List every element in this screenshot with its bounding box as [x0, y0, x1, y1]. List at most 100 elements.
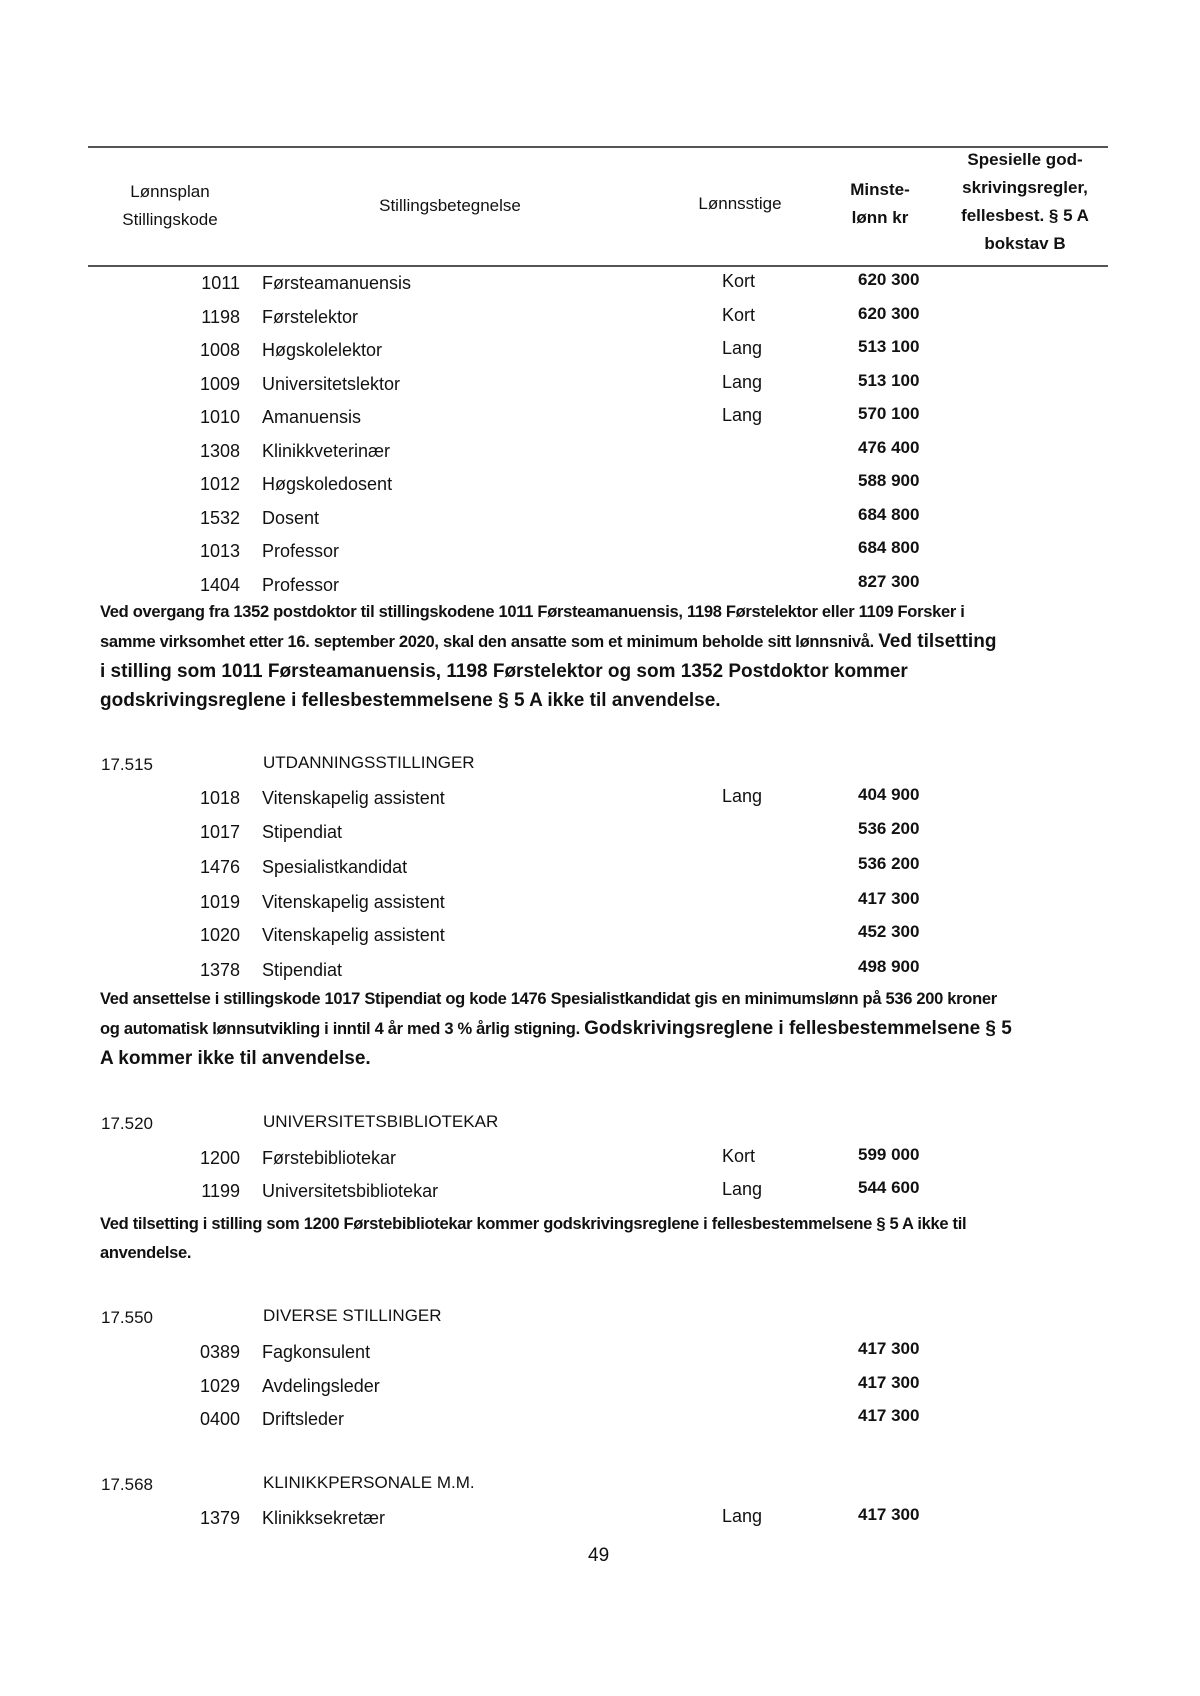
row-ladder: Kort — [722, 304, 756, 325]
row-title: Avdelingsleder — [262, 1376, 380, 1396]
header-code-line1: Lønnsplan — [130, 182, 210, 201]
header-rules-line1: Spesielle god- — [967, 150, 1083, 169]
row-min-salary: 570 100 — [858, 404, 920, 423]
row-code: 1012 — [199, 474, 240, 494]
page-number: 49 — [588, 1545, 610, 1566]
row-min-salary: 588 900 — [858, 471, 920, 490]
row-code: 1200 — [199, 1148, 240, 1168]
section-number: 17.515 — [101, 755, 153, 774]
row-title: Vitenskapelig assistent — [262, 925, 445, 945]
note-line: Ved ansettelse i stillingskode 1017 Stip… — [100, 990, 997, 1008]
row-min-salary: 620 300 — [858, 270, 920, 289]
row-code: 1198 — [201, 306, 240, 327]
row-title: Klinikkveterinær — [262, 440, 391, 461]
row-code: 1378 — [199, 960, 240, 980]
note-postdoc: Ved overgang fra 1352 postdoktor til sti… — [100, 598, 1100, 715]
row-code: 1199 — [201, 1181, 240, 1201]
row-title: Universitetsbibliotekar — [262, 1181, 439, 1201]
row-code: 1476 — [199, 857, 240, 877]
section-number: 17.550 — [101, 1308, 153, 1327]
row-title: Stipendiat — [262, 822, 343, 842]
row-min-salary: 452 300 — [858, 922, 920, 941]
row-code: 0400 — [199, 1409, 240, 1429]
header-min: Minste- lønn kr — [830, 176, 930, 232]
note-stipendiat: Ved ansettelse i stillingskode 1017 Stip… — [100, 985, 1100, 1073]
header-rules-line3: fellesbest. § 5 A — [961, 206, 1089, 225]
row-title: Dosent — [262, 507, 320, 528]
table-top-rule — [88, 146, 1108, 148]
row-title: Høgskoledosent — [262, 474, 393, 494]
note-line: A kommer ikke til anvendelse. — [100, 1048, 371, 1069]
row-title: Amanuensis — [262, 407, 362, 427]
row-ladder: Lang — [722, 1179, 763, 1199]
row-title: Førstelektor — [262, 306, 359, 327]
row-title: Professor — [262, 574, 340, 595]
row-title: Fagkonsulent — [262, 1342, 371, 1362]
header-code-line2: Stillingskode — [122, 210, 218, 229]
section-name: UNIVERSITETSBIBLIOTEKAR — [263, 1112, 499, 1131]
row-title: Professor — [262, 541, 340, 561]
row-ladder: Lang — [722, 338, 763, 358]
note-text: og automatisk lønnsutvikling i inntil 4 … — [100, 1020, 585, 1038]
row-code: 1009 — [199, 373, 240, 394]
note-text: samme virksomhet etter 16. september 202… — [100, 633, 879, 651]
note-text: Ved tilsetting — [878, 631, 997, 652]
row-ladder: Kort — [722, 1146, 756, 1166]
row-min-salary: 417 300 — [858, 889, 920, 908]
row-min-salary: 417 300 — [858, 1406, 920, 1425]
row-min-salary: 684 800 — [858, 538, 920, 557]
row-title: Vitenskapelig assistent — [262, 892, 445, 912]
row-title: Stipendiat — [262, 960, 343, 980]
row-ladder: Lang — [722, 786, 763, 806]
section-name: UTDANNINGSSTILLINGER — [263, 753, 475, 772]
row-title: Spesialistkandidat — [262, 857, 408, 877]
row-code: 1308 — [199, 440, 240, 461]
row-code: 1404 — [199, 574, 240, 595]
row-code: 1019 — [199, 892, 240, 912]
row-title: Førsteamanuensis — [262, 273, 412, 293]
row-ladder: Lang — [722, 405, 763, 425]
row-min-salary: 536 200 — [858, 819, 920, 838]
row-ladder: Kort — [722, 271, 756, 291]
row-ladder: Lang — [722, 371, 763, 392]
note-line: Ved overgang fra 1352 postdoktor til sti… — [100, 603, 965, 621]
row-title: Vitenskapelig assistent — [262, 788, 445, 808]
row-min-salary: 417 300 — [858, 1373, 920, 1392]
row-min-salary: 498 900 — [858, 957, 920, 976]
note-line: i stilling som 1011 Førsteamanuensis, 11… — [100, 661, 908, 682]
header-rules: Spesielle god- skrivingsregler, fellesbe… — [945, 146, 1105, 258]
row-min-salary: 599 000 — [858, 1145, 920, 1164]
row-min-salary: 536 200 — [858, 854, 920, 873]
row-title: Førstebibliotekar — [262, 1148, 397, 1168]
row-code: 1017 — [199, 822, 240, 842]
header-rules-line4: bokstav B — [984, 234, 1066, 253]
row-min-salary: 513 100 — [858, 337, 920, 356]
header-min-line1: Minste- — [850, 180, 910, 199]
header-bottom-rule — [88, 265, 1108, 267]
section-number: 17.568 — [101, 1475, 153, 1494]
section-name: KLINIKKPERSONALE M.M. — [263, 1473, 475, 1492]
note-line: Ved tilsetting i stilling som 1200 Først… — [100, 1215, 967, 1233]
row-code: 1013 — [199, 541, 240, 561]
row-ladder: Lang — [722, 1506, 763, 1526]
row-code: 1020 — [199, 925, 240, 945]
row-code: 0389 — [199, 1342, 240, 1362]
note-line: samme virksomhet etter 16. september 202… — [100, 627, 1100, 657]
row-min-salary: 620 300 — [858, 303, 920, 323]
header-min-line2: lønn kr — [851, 208, 909, 227]
row-title: Klinikksekretær — [262, 1508, 386, 1528]
note-line: og automatisk lønnsutvikling i inntil 4 … — [100, 1014, 1100, 1044]
row-code: 1029 — [199, 1376, 240, 1396]
row-min-salary: 684 800 — [858, 504, 920, 524]
row-min-salary: 404 900 — [858, 785, 920, 804]
row-min-salary: 544 600 — [858, 1178, 920, 1197]
row-code: 1532 — [199, 507, 240, 528]
note-line: anvendelse. — [100, 1244, 192, 1262]
row-min-salary: 513 100 — [858, 370, 920, 390]
row-code: 1379 — [199, 1508, 240, 1528]
note-line: godskrivingsreglene i fellesbestemmelsen… — [100, 690, 721, 711]
row-code: 1011 — [201, 273, 240, 293]
row-title: Driftsleder — [262, 1409, 345, 1429]
header-title: Stillingsbetegnelse — [379, 196, 521, 215]
row-code: 1018 — [199, 788, 240, 808]
